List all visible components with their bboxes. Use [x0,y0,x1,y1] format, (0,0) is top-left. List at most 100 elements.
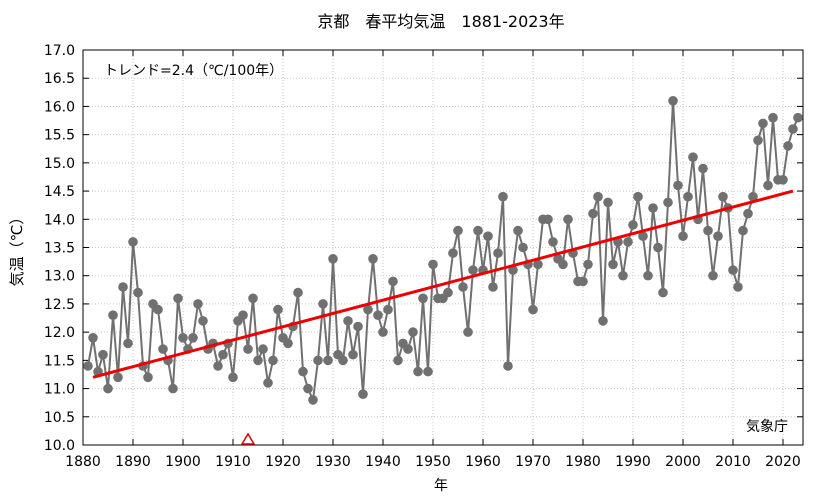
data-point [413,366,423,377]
series-line [87,100,799,404]
trend-annotation: トレンド=2.4（℃/100年） [104,63,283,79]
data-point [313,355,323,366]
chart-title: 京都 春平均気温 1881-2023年 [317,12,564,31]
data-point [663,197,673,208]
y-axis-ticks: 10.0 10.5 11.0 11.5 12.0 12.5 13.0 13.5 14.0 14.5… [44,43,803,454]
grid [83,50,803,445]
data-point [653,242,663,253]
data-point [498,191,508,202]
data-point [463,327,473,337]
data-point [418,293,428,304]
data-point [558,259,568,270]
data-point [753,135,763,146]
y-tick-label: 13.0 [44,269,75,285]
data-point [628,220,638,230]
data-point [248,293,258,304]
data-point [363,304,373,315]
data-point [533,259,543,270]
data-point [673,180,683,191]
data-point [458,282,468,292]
x-tick-label: 1990 [615,454,651,470]
data-point [198,316,208,326]
data-point [513,225,523,236]
data-point [328,253,338,264]
data-point [603,197,613,208]
data-point [128,237,138,247]
event-marker-triangle [240,432,256,445]
y-axis-label: 気温（℃） [8,210,26,287]
y-tick-label: 14.0 [44,212,75,228]
x-tick-label: 1890 [115,454,151,470]
data-point [268,355,278,366]
y-tick-label: 14.5 [44,184,75,200]
data-point [588,208,598,219]
data-point [658,287,668,298]
data-point [788,124,798,134]
data-point [543,214,553,225]
x-tick-label: 1920 [265,454,301,470]
data-point [638,231,648,241]
x-tick-label: 1930 [315,454,351,470]
x-tick-label: 1900 [165,454,201,470]
x-axis-ticks: 1880 1890 1900 1910 1920 1930 1940 1950 1960 1970… [65,50,801,470]
source-label: 気象庁 [746,419,788,435]
data-point [173,293,183,304]
x-axis-label: 年 [434,478,448,494]
y-tick-label: 11.0 [44,382,75,398]
data-point [578,276,588,287]
data-point [488,282,498,292]
data-point [348,349,358,360]
data-point [158,344,168,354]
data-point [383,304,393,315]
data-point [168,383,178,394]
data-point [698,163,708,174]
x-tick-label: 1980 [565,454,601,470]
data-point [323,355,333,366]
x-tick-label: 1950 [415,454,451,470]
data-point [98,349,108,360]
data-point [338,355,348,366]
event-markers [240,432,256,445]
x-tick-label: 1910 [215,454,251,470]
data-point [343,316,353,326]
data-point [293,287,303,298]
data-point [253,355,263,366]
data-point [88,333,98,343]
data-point [133,287,143,298]
x-tick-label: 2000 [665,454,701,470]
data-point [608,259,618,270]
data-point [718,191,728,202]
data-point [768,112,778,123]
data-point [618,270,628,281]
data-point [783,141,793,151]
data-point [178,333,188,343]
data-point [733,282,743,292]
data-point [188,333,198,343]
data-point [143,372,153,383]
data-point [688,152,698,162]
data-point [593,191,603,202]
data-point [738,225,748,236]
data-point [238,310,248,321]
data-point [298,366,308,377]
data-point [648,203,658,213]
data-point [708,270,718,281]
data-point [428,259,438,270]
data-point [703,225,713,236]
data-point [318,299,328,309]
y-tick-label: 16.5 [44,71,75,87]
data-point [778,175,788,185]
data-point [303,383,313,394]
x-tick-label: 1960 [465,454,501,470]
x-tick-label: 2020 [765,454,801,470]
data-point [243,344,253,354]
data-point [393,355,403,366]
y-tick-label: 13.5 [44,241,75,257]
data-point [443,287,453,298]
data-point [308,395,318,405]
data-point [258,344,268,354]
x-tick-label: 1880 [65,454,101,470]
data-point [643,270,653,281]
data-point [218,349,228,360]
